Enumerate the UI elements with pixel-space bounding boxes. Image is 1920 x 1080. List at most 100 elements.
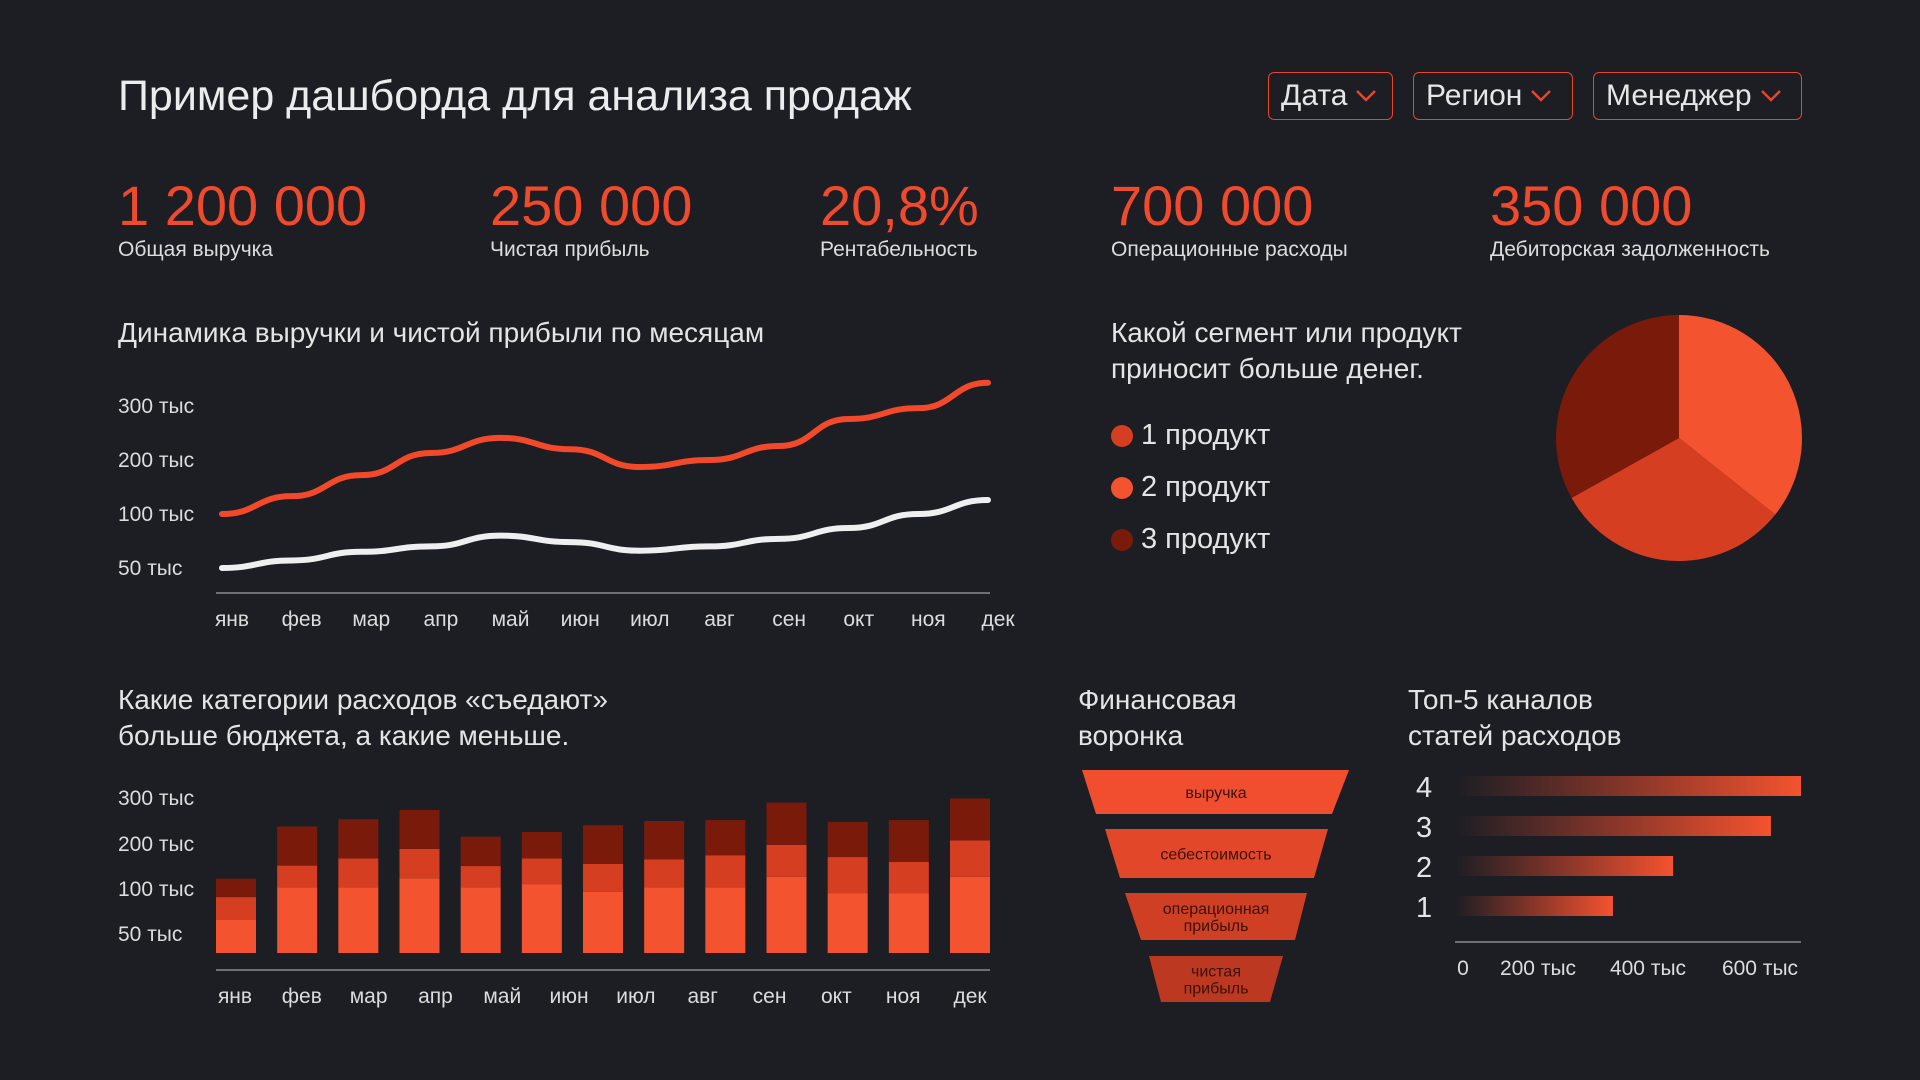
bar-segment [521,858,562,885]
legend-item-product-3: 3 продукт [1111,523,1270,556]
kpi-net-profit: 250 000 Чистая прибыль [490,178,692,262]
y-tick-label: 100 тыс [118,878,194,901]
x-tick-label: авг [704,608,735,631]
legend-label: 2 продукт [1141,471,1271,503]
x-tick-label: апр [418,985,453,1008]
bar-segment [888,820,929,862]
kpi-value: 350 000 [1490,174,1693,237]
filter-date-label: Дата [1281,79,1348,112]
kpi-revenue: 1 200 000 Общая выручка [118,178,367,262]
bar-segment [644,887,685,953]
bar-segment [521,832,562,859]
legend-dot [1111,476,1133,499]
x-tick-label: дек [953,985,987,1008]
bar-segment [583,825,623,864]
bar-segment [583,891,623,953]
y-tick-label: 200 тыс [118,833,194,856]
y-tick-label: 300 тыс [118,787,194,810]
bar-segment [766,844,807,877]
pie-slice [1556,315,1679,498]
kpi-label: Общая выручка [118,238,273,261]
filter-region-dropdown[interactable]: Регион [1413,72,1573,120]
x-tick-label: ноя [911,608,946,631]
x-tick-label: янв [218,985,252,1008]
funnel-stage-label: выручка [1185,785,1246,802]
pie-chart-title: Какой сегмент или продукт приносит больш… [1111,317,1462,384]
bar-segment [277,826,318,866]
legend-item-product-2: 2 продукт [1111,471,1270,504]
x-tick-label: июл [616,985,655,1008]
legend-label: 1 продукт [1141,419,1271,451]
funnel-stage [1149,956,1283,1002]
bar-segment [399,878,440,953]
x-tick-label: июн [561,608,600,631]
bar-segment [583,863,623,892]
y-tick-label: 100 тыс [118,503,194,526]
x-tick-label: сен [753,985,787,1008]
x-tick-label: фев [282,608,322,631]
funnel-stage-label: прибыль [1184,918,1249,935]
filter-manager-label: Менеджер [1606,79,1752,112]
kpi-value: 20,8% [820,174,979,237]
net-profit-line [219,496,991,571]
y-tick-label: 50 тыс [118,923,182,946]
chevron-down-icon [1760,90,1781,102]
bar-segment [705,820,746,856]
x-tick-label: фев [282,985,322,1008]
x-tick-label: мар [352,608,390,631]
bar-segment [644,859,685,888]
bar-segment [827,857,868,894]
filter-region-label: Регион [1426,79,1523,112]
funnel-stage [1105,829,1328,878]
revenue-line [219,379,991,517]
kpi-label: Дебиторская задолженность [1490,238,1770,261]
x-tick-label: 0 [1457,957,1469,980]
filter-manager-dropdown[interactable]: Менеджер [1593,72,1802,120]
bar-segment [521,884,562,953]
x-tick-label: мар [350,985,388,1008]
bar-segment [460,866,501,888]
bar-segment [705,887,746,953]
line-chart-title: Динамика выручки и чистой прибыли по мес… [118,317,765,348]
funnel-stage [1082,770,1349,814]
kpi-profitability: 20,8% Рентабельность [820,178,979,262]
kpi-value: 700 000 [1111,174,1314,237]
bar-segment [827,893,868,953]
bar-segment [644,821,685,860]
x-tick-label: июн [550,985,589,1008]
chevron-down-icon [1356,90,1377,102]
bar-segment [950,840,990,877]
y-tick-label: 200 тыс [118,449,194,472]
filter-date-dropdown[interactable]: Дата [1268,72,1393,120]
funnel-title: Финансовая воронка [1078,684,1237,751]
bar-segment [399,848,440,879]
bar-segment [950,798,990,841]
pie-slice [1571,438,1776,561]
x-tick-label: окт [843,608,874,631]
y-tick-label: 300 тыс [118,395,194,418]
bar-segment [705,855,746,888]
funnel-stage-label: чистая [1191,964,1241,981]
kpi-label: Операционные расходы [1111,238,1348,261]
x-tick-label: ноя [886,985,921,1008]
bar-segment [888,893,929,953]
x-tick-label: окт [821,985,852,1008]
hbar-chart-title: Топ-5 каналов статей расходов [1408,684,1622,751]
bar-segment [216,878,256,898]
bar-segment [216,897,256,920]
bar-segment [277,865,318,888]
kpi-receivables: 350 000 Дебиторская задолженность [1490,178,1770,262]
kpi-label: Рентабельность [820,238,978,261]
pie-slice [1679,315,1802,515]
kpi-operating-expenses: 700 000 Операционные расходы [1111,178,1348,262]
funnel-stage-label: себестоимость [1160,847,1271,864]
bar-segment [766,876,807,953]
hbar-category-label: 4 [1416,772,1432,804]
kpi-label: Чистая прибыль [490,238,650,261]
bar-segment [460,836,501,867]
bar-segment [827,821,868,858]
kpi-value: 1 200 000 [118,174,368,237]
chevron-down-icon [1531,90,1552,102]
x-tick-label: 600 тыс [1722,957,1798,980]
